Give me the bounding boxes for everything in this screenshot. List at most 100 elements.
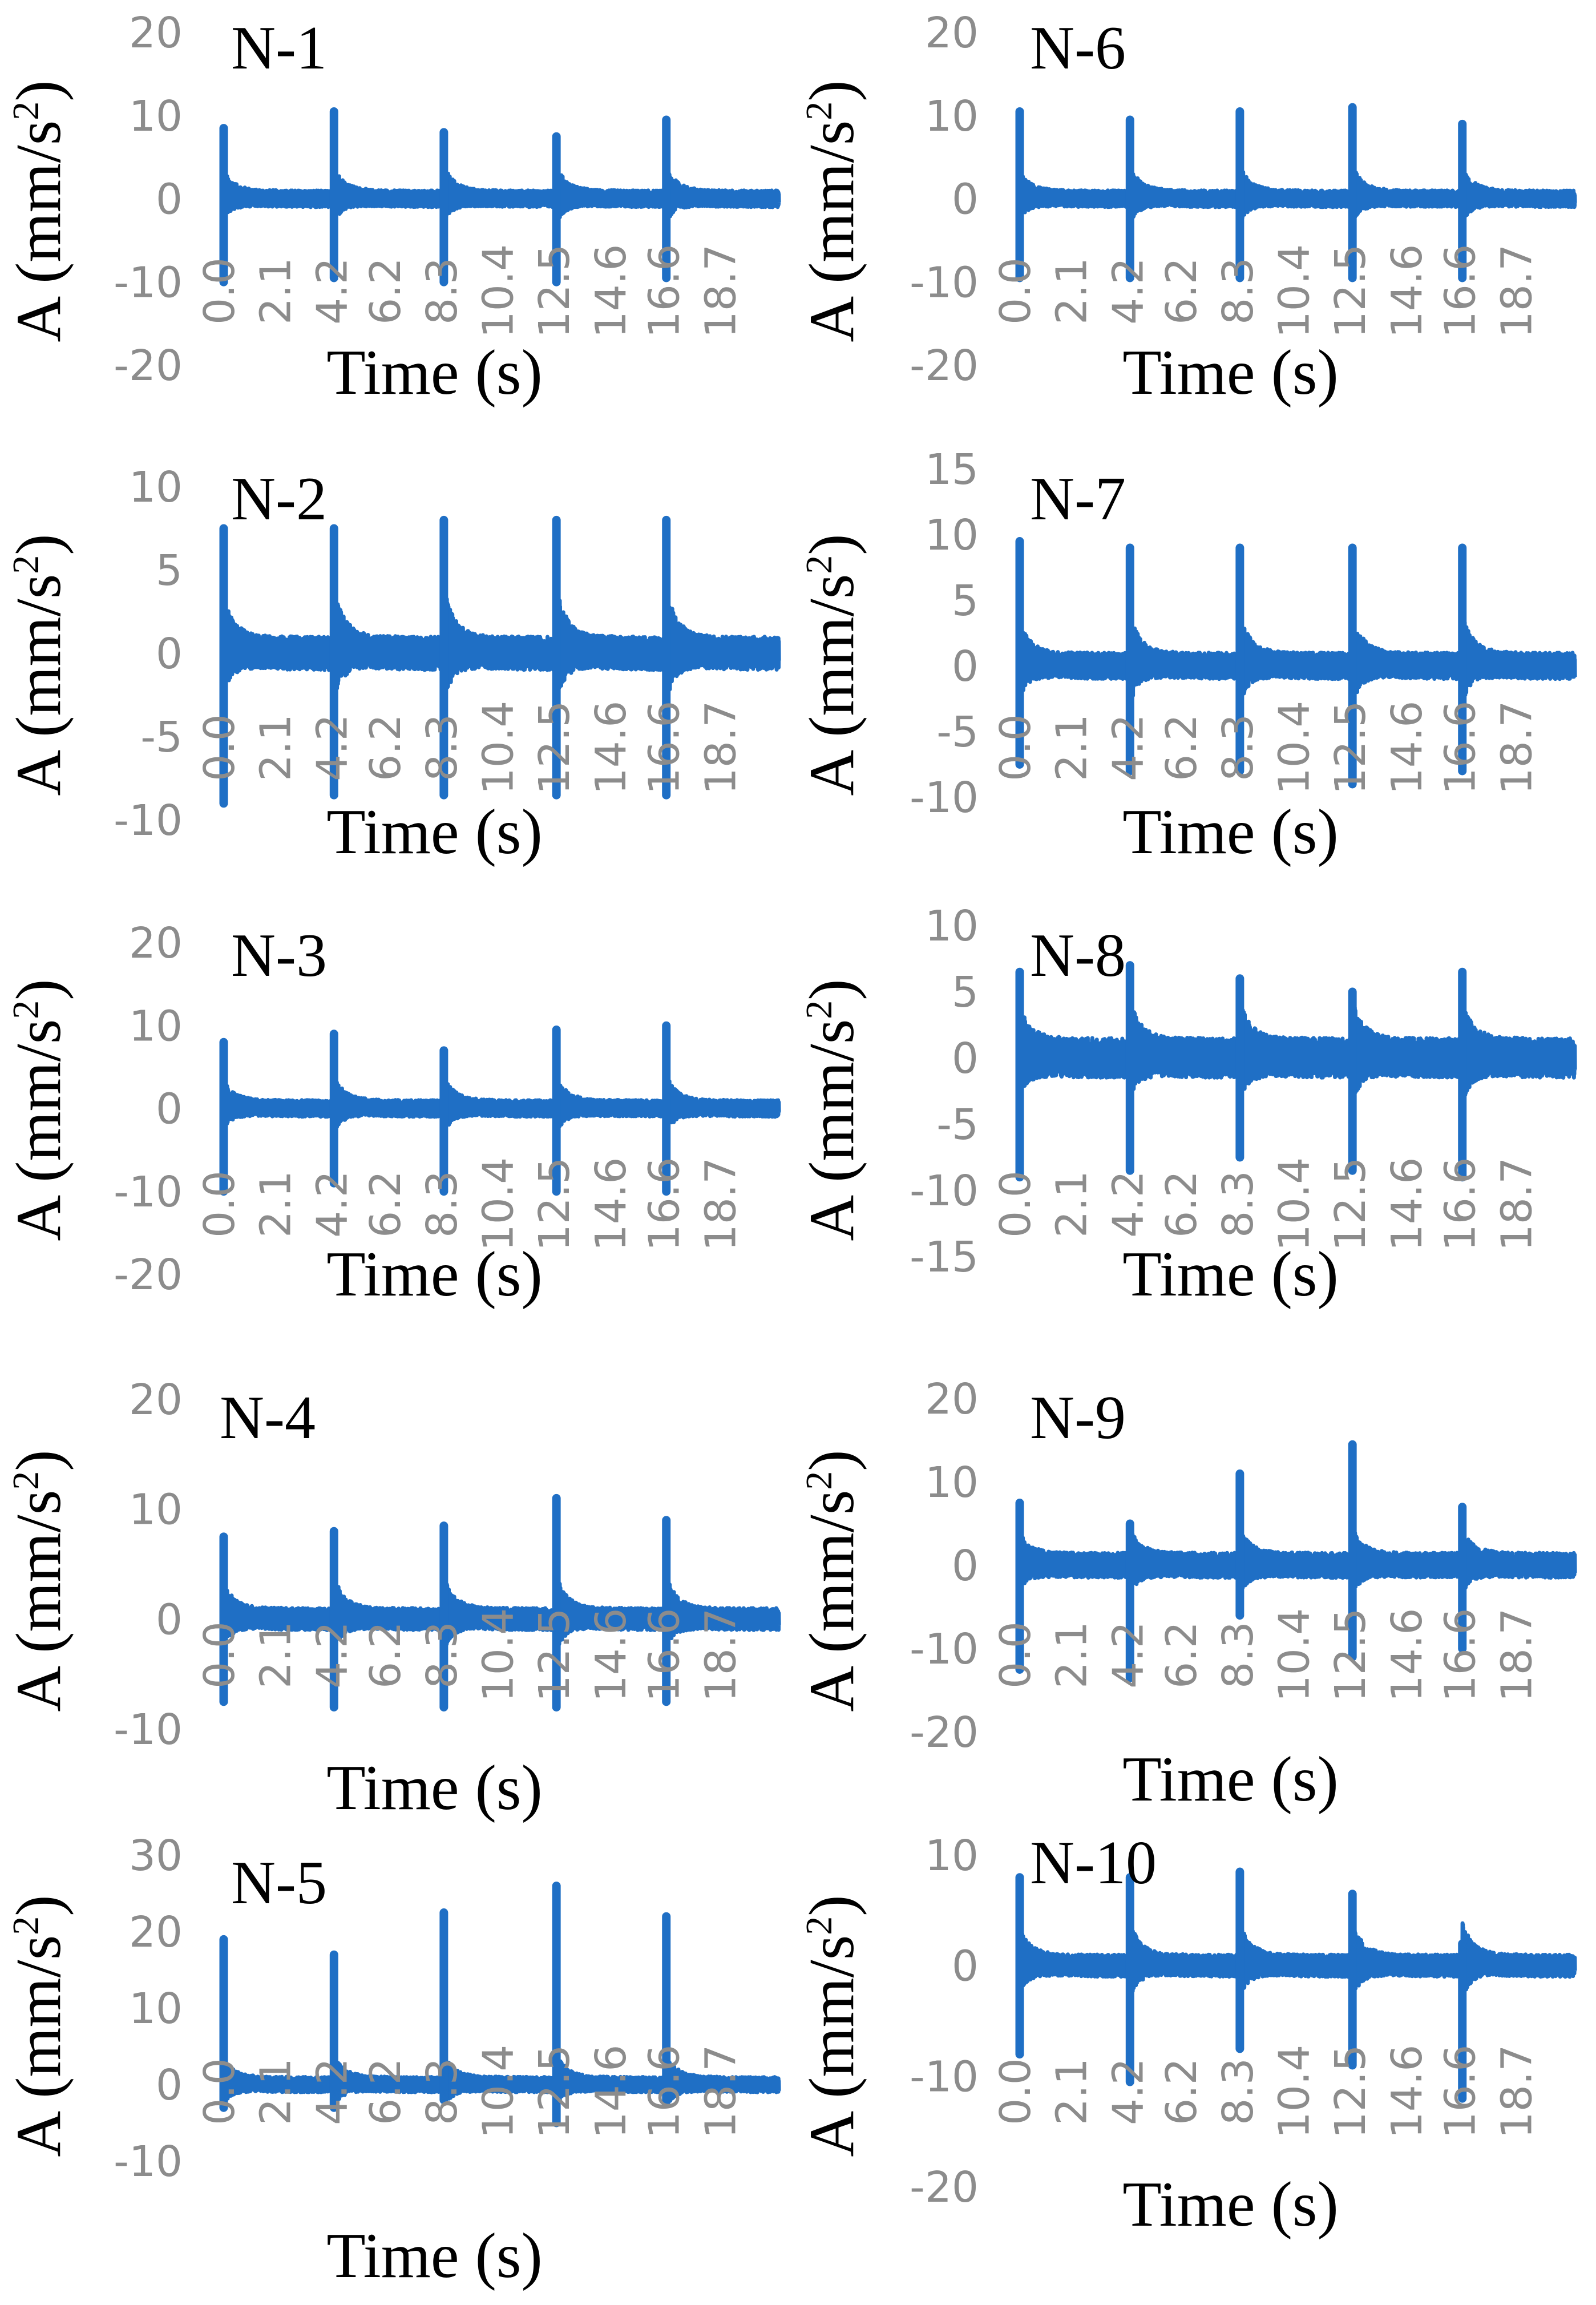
x-tick-label: 6.2 xyxy=(1157,714,1206,781)
y-tick-label: 10 xyxy=(925,511,979,560)
x-tick-label: 8.3 xyxy=(1214,1621,1263,1689)
x-tick-label: 2.1 xyxy=(252,2058,301,2125)
x-tick-label: 4.2 xyxy=(1104,257,1153,325)
x-tick-label: 2.1 xyxy=(1048,714,1097,781)
y-tick-label: 0 xyxy=(156,1595,183,1644)
signal-line xyxy=(219,589,781,701)
x-tick-label: 6.2 xyxy=(1157,1621,1206,1689)
chart-title: N-5 xyxy=(231,1849,327,1917)
x-tick-label: 12.5 xyxy=(530,701,579,795)
signal-line xyxy=(219,2055,781,2108)
x-tick-label: 18.7 xyxy=(1492,1608,1541,1702)
x-tick-label: 18.7 xyxy=(1492,1157,1541,1252)
x-tick-label: 16.6 xyxy=(640,701,689,795)
y-tick-label: -5 xyxy=(140,713,183,762)
x-tick-label: 0.0 xyxy=(991,257,1040,325)
x-axis-label: Time (s) xyxy=(1122,1239,1339,1310)
x-axis-label: Time (s) xyxy=(326,1239,543,1310)
y-tick-label: 0 xyxy=(952,175,979,224)
x-tick-label: 8.3 xyxy=(418,2058,467,2125)
signal-line xyxy=(219,1074,781,1133)
y-tick-label: -10 xyxy=(114,258,183,307)
chart-panel-n-2: 10 5 0 -5 -100.0 2.1 4.2 6.2 8.3 10.4 12.5 14.6 16.6… xyxy=(3,463,781,867)
x-tick-label: 6.2 xyxy=(1157,1170,1206,1238)
x-tick-label: 10.4 xyxy=(1270,2045,1319,2139)
x-tick-label: 10.4 xyxy=(474,701,523,795)
signal-line xyxy=(1015,1526,1577,1593)
y-tick-label: -10 xyxy=(114,796,183,845)
y-tick-label: -20 xyxy=(114,341,183,390)
x-tick-label: 8.3 xyxy=(1214,2058,1263,2125)
x-tick-label: 6.2 xyxy=(361,1170,410,1238)
y-tick-label: -5 xyxy=(936,708,979,757)
x-tick-label: 8.3 xyxy=(418,257,467,325)
chart-panel-n-9: 20 10 0 -10 -200.0 2.1 4.2 6.2 8.3 10.4 12.5 14.6 16… xyxy=(797,1375,1577,1815)
x-tick-label: 10.4 xyxy=(474,2045,523,2139)
x-tick-label: 14.6 xyxy=(1383,1157,1432,1252)
y-tick-label: 0 xyxy=(156,2061,183,2110)
signal-line xyxy=(219,165,781,224)
x-tick-label: 18.7 xyxy=(696,244,745,338)
x-tick-label: 4.2 xyxy=(308,1621,357,1689)
y-tick-label: 20 xyxy=(129,919,183,968)
y-tick-label: 10 xyxy=(129,1984,183,2033)
x-tick-label: 14.6 xyxy=(587,701,636,795)
x-tick-label: 0.0 xyxy=(991,2058,1040,2125)
y-tick-label: 5 xyxy=(952,968,979,1017)
x-tick-label: 4.2 xyxy=(308,714,357,781)
chart-title: N-3 xyxy=(231,922,327,990)
x-tick-label: 6.2 xyxy=(361,257,410,325)
y-tick-label: 10 xyxy=(925,1831,979,1880)
x-tick-label: 2.1 xyxy=(252,257,301,325)
x-tick-label: 18.7 xyxy=(696,1157,745,1252)
y-axis-label: A (mm/s2) xyxy=(3,80,74,342)
chart-panel-n-10: 10 0 -10 -200.0 2.1 4.2 6.2 8.3 10.4 12.5 14.6 16.6… xyxy=(797,1829,1577,2240)
x-tick-label: 16.6 xyxy=(640,1608,689,1702)
x-tick-label: 0.0 xyxy=(195,714,244,781)
x-tick-label: 6.2 xyxy=(361,714,410,781)
y-tick-label: -10 xyxy=(910,258,979,307)
y-axis-label: A (mm/s2) xyxy=(797,979,867,1241)
y-tick-label: -10 xyxy=(114,1705,183,1754)
y-tick-label: -10 xyxy=(910,2052,979,2101)
x-tick-label: 16.6 xyxy=(640,244,689,338)
chart-title: N-9 xyxy=(1030,1384,1126,1452)
x-tick-label: 10.4 xyxy=(474,1157,523,1252)
x-tick-label: 12.5 xyxy=(1326,2045,1375,2139)
x-tick-label: 12.5 xyxy=(530,2045,579,2139)
x-tick-label: 16.6 xyxy=(1436,244,1485,338)
y-tick-label: 10 xyxy=(129,1485,183,1535)
x-tick-label: 12.5 xyxy=(1326,1157,1375,1252)
x-axis-label: Time (s) xyxy=(326,797,543,867)
x-axis-label: Time (s) xyxy=(326,337,543,408)
x-tick-label: 8.3 xyxy=(1214,257,1263,325)
x-tick-label: 18.7 xyxy=(696,2045,745,2139)
x-tick-label: 8.3 xyxy=(418,714,467,781)
x-tick-label: 14.6 xyxy=(587,1608,636,1702)
y-tick-label: 10 xyxy=(925,92,979,141)
x-tick-label: 18.7 xyxy=(1492,2045,1541,2139)
y-axis-label: A (mm/s2) xyxy=(3,1895,74,2157)
y-axis-label: A (mm/s2) xyxy=(3,534,74,796)
y-tick-label: -20 xyxy=(910,2163,979,2212)
x-tick-label: 14.6 xyxy=(1383,1608,1432,1702)
chart-title: N-6 xyxy=(1030,14,1126,82)
x-axis-label: Time (s) xyxy=(1122,2169,1339,2240)
y-tick-label: -10 xyxy=(114,1168,183,1217)
x-tick-label: 4.2 xyxy=(1104,714,1153,781)
y-tick-label: -10 xyxy=(114,2137,183,2186)
signal-line xyxy=(1015,163,1577,224)
x-tick-label: 6.2 xyxy=(361,2058,410,2125)
y-tick-label: -20 xyxy=(114,1250,183,1299)
y-tick-label: -10 xyxy=(910,1625,979,1674)
x-tick-label: 10.4 xyxy=(1270,1608,1319,1702)
x-axis-label: Time (s) xyxy=(326,2221,543,2291)
chart-panel-n-3: 20 10 0 -10 -200.0 2.1 4.2 6.2 8.3 10.4 12.5 14.6 16… xyxy=(3,919,781,1310)
chart-title: N-8 xyxy=(1030,922,1126,990)
x-tick-label: 14.6 xyxy=(1383,244,1432,338)
x-tick-label: 2.1 xyxy=(1048,2058,1097,2125)
x-tick-label: 12.5 xyxy=(530,1608,579,1702)
x-tick-label: 2.1 xyxy=(252,1170,301,1238)
chart-title: N-7 xyxy=(1030,465,1126,533)
